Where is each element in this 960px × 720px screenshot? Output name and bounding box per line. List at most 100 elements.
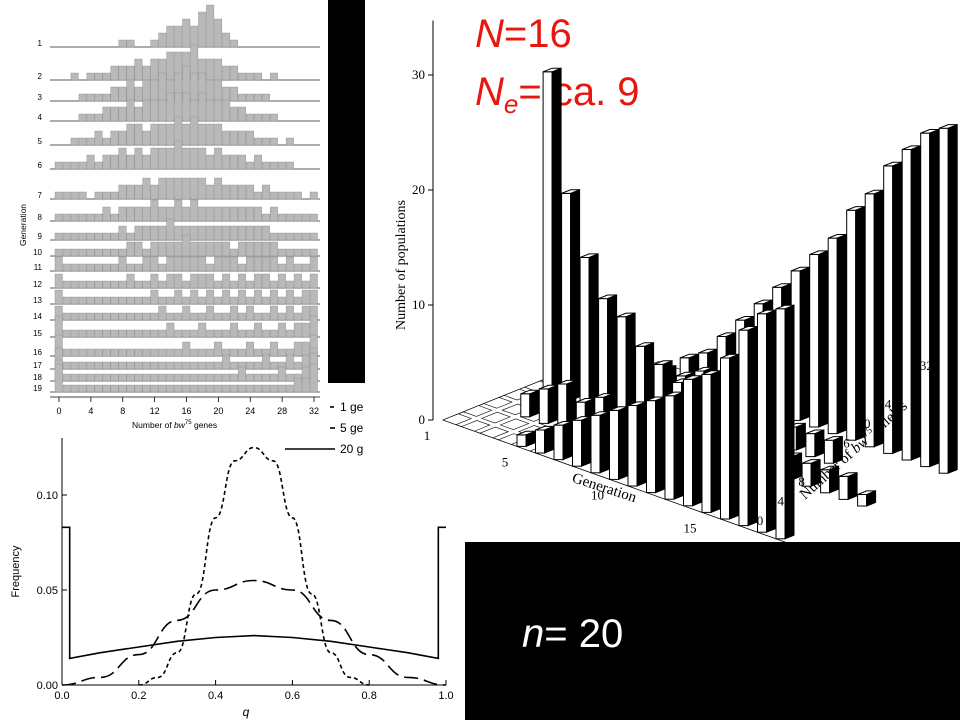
histogram-bar — [118, 373, 127, 382]
histogram-bar — [174, 373, 183, 382]
histogram-bar — [142, 130, 151, 146]
histogram-bar — [214, 241, 223, 257]
sample-size-label: n= 20 — [522, 614, 623, 654]
histogram-bar — [70, 72, 79, 81]
histogram-bar — [309, 248, 318, 257]
histogram-bar — [190, 241, 199, 257]
histogram-bar — [94, 113, 103, 122]
bar3d-front — [683, 378, 693, 507]
histogram-bar — [94, 72, 103, 81]
histogram-bar — [134, 225, 143, 241]
histogram-bar — [230, 130, 239, 146]
title-ne: Ne= ca. 9 — [475, 72, 640, 124]
histogram-bar — [70, 232, 79, 241]
histogram-bar — [126, 65, 135, 81]
histogram-bar — [254, 289, 262, 305]
histogram-bar — [222, 384, 231, 393]
generation-label: 4 — [38, 113, 43, 122]
histogram-bar — [126, 384, 135, 393]
histogram-bar — [246, 373, 254, 382]
histogram-bar — [269, 206, 278, 222]
x-axis-label-superscript: 75 — [185, 420, 192, 426]
histogram-bar — [293, 322, 302, 338]
histogram-bar — [309, 363, 318, 393]
histogram-bar — [70, 312, 79, 321]
histogram-bar — [134, 373, 143, 382]
histogram-bar — [285, 373, 294, 382]
histogram-bar — [142, 329, 151, 338]
histogram-bar — [86, 329, 95, 338]
histogram-bar — [277, 384, 286, 393]
histogram-bar — [230, 296, 239, 305]
histogram-bar — [86, 384, 95, 393]
histogram-bar — [166, 273, 175, 289]
histogram-bar — [110, 154, 119, 170]
histogram-bar — [301, 248, 310, 257]
histogram-bar — [118, 384, 127, 393]
generation-label: 5 — [38, 137, 43, 146]
bar3d-front — [590, 414, 601, 474]
histogram-bar — [230, 206, 239, 222]
histogram-bar — [158, 373, 167, 382]
histogram-bar — [62, 232, 71, 241]
bar3d-front — [579, 257, 590, 408]
histogram-bar — [118, 348, 127, 357]
histogram-bar — [150, 373, 159, 382]
histogram-bar — [86, 72, 95, 81]
histogram-bar — [70, 373, 79, 382]
histogram-bar — [110, 280, 119, 289]
histogram-bar — [86, 312, 95, 321]
bar3d-front — [846, 209, 857, 441]
histogram-bar — [94, 312, 103, 321]
histogram-bar — [86, 154, 95, 170]
histogram-bar — [102, 329, 111, 338]
sample-size-rest: = 20 — [544, 612, 624, 656]
histogram-bar — [269, 113, 278, 122]
bar3d-top — [635, 342, 654, 347]
histogram-bar — [198, 373, 207, 382]
bar3d-top — [801, 459, 821, 464]
histogram-bar — [134, 348, 143, 357]
histogram-bar — [285, 329, 294, 338]
histogram-bar — [126, 241, 135, 257]
histogram-bar — [190, 116, 199, 146]
histogram-bar — [78, 348, 87, 357]
bar3d-side — [847, 472, 858, 501]
histogram-bar — [86, 113, 95, 122]
histogram-bar — [110, 86, 119, 102]
histogram-bar — [118, 248, 127, 257]
histogram-bar — [198, 361, 207, 370]
histogram-bar — [230, 154, 239, 170]
x-axis-label: Number of bw75 genes — [132, 420, 217, 430]
bar3d-top — [616, 312, 636, 318]
histogram-bar — [301, 322, 310, 338]
histogram-bar — [158, 72, 167, 102]
histogram-bar — [269, 256, 278, 272]
histogram-bar — [206, 79, 215, 102]
bar3d-front — [757, 313, 767, 533]
histogram-bar — [62, 263, 71, 272]
histogram-bar — [190, 147, 199, 170]
histogram-bar — [206, 289, 215, 305]
histogram-bar — [277, 348, 286, 357]
histogram-bar — [86, 232, 95, 241]
histogram-bar — [110, 213, 119, 222]
histogram-bar — [78, 137, 87, 146]
histogram-bar — [174, 312, 183, 321]
generation-tick-label: 1 — [424, 428, 431, 443]
allele-tick-label: 0 — [757, 513, 764, 528]
y-tick-label: 0.00 — [37, 680, 58, 692]
histogram-bar — [238, 289, 246, 305]
histogram-bar — [269, 72, 278, 81]
histogram-bar — [78, 161, 87, 170]
histogram-bar — [182, 384, 191, 393]
title-n: N=16 — [475, 14, 572, 54]
bar3d-top — [561, 189, 580, 194]
histogram-bar — [285, 213, 294, 222]
histogram-bar — [150, 147, 159, 170]
histogram-bar — [62, 191, 71, 200]
histogram-bar — [94, 348, 103, 357]
histogram-bar — [222, 99, 231, 122]
histogram-bar — [222, 289, 231, 305]
histogram-bar — [142, 65, 151, 81]
